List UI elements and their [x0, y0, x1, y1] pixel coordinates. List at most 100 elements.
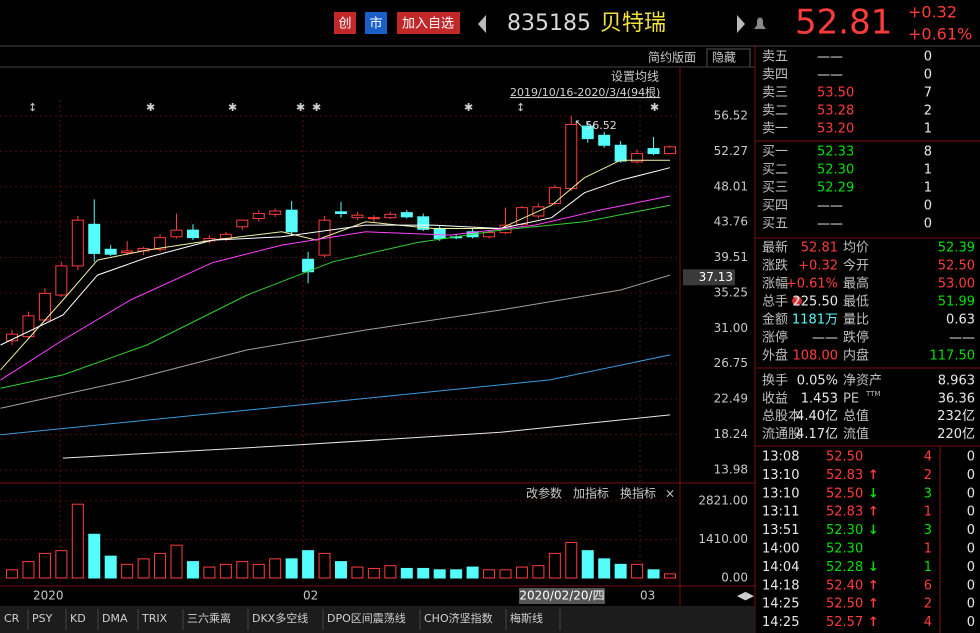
- stat-label: 最新: [762, 240, 788, 256]
- volume-bar: [71, 503, 84, 579]
- tab[interactable]: PSY: [32, 612, 53, 625]
- volume-bar: [565, 541, 578, 579]
- moving-average: [0, 354, 671, 436]
- candle-body: [335, 211, 347, 214]
- volume-bar: [384, 565, 397, 579]
- trade-price: 52.28: [826, 560, 863, 575]
- volume-tool[interactable]: ×: [665, 487, 675, 501]
- tab[interactable]: KD: [70, 612, 86, 625]
- candle-body: [433, 228, 446, 239]
- candle-body: [154, 237, 167, 250]
- x-label: 2020/02/20/四: [519, 589, 604, 603]
- trade-time: 13:08: [762, 450, 799, 465]
- candle-body: [647, 148, 660, 155]
- candle-body: [236, 219, 249, 228]
- trade-volume: 1: [924, 560, 932, 575]
- tab[interactable]: DPO区间震荡线: [327, 611, 406, 625]
- trade-flag: 0: [967, 468, 975, 483]
- trade-flag: 0: [967, 560, 975, 575]
- tab[interactable]: CHO济坚指数: [424, 611, 493, 625]
- candle-body: [170, 229, 183, 238]
- trade-arrow: ↑: [868, 505, 879, 520]
- book-price: 52.29: [817, 181, 854, 196]
- stat-label: 今开: [843, 258, 869, 274]
- stat-value: ——: [949, 331, 975, 346]
- candle-body: [22, 315, 35, 338]
- volume-tick-label: 0.00: [721, 571, 748, 585]
- volume-bar: [631, 563, 644, 579]
- tab[interactable]: 三六乘离: [187, 611, 231, 625]
- prev-arrow[interactable]: [478, 15, 486, 33]
- candle-body: [664, 146, 676, 155]
- y-tick-label: 31.00: [714, 321, 748, 335]
- book-price: 53.28: [817, 104, 854, 119]
- stat-label: 涨跌: [762, 258, 788, 274]
- tab[interactable]: 梅斯线: [510, 611, 543, 625]
- trade-flag: 0: [967, 597, 975, 612]
- volume-bar: [548, 552, 561, 579]
- volume-bar: [104, 555, 117, 579]
- fund-label: 流通股: [762, 427, 801, 442]
- stat-value: 225.50: [793, 295, 839, 310]
- trade-arrow: ↑: [868, 578, 879, 593]
- tab[interactable]: TRIX: [141, 612, 168, 625]
- y-tick-label: 56.52: [714, 108, 748, 122]
- volume-toolbar: 改参数 加指标 换指标 ×: [526, 486, 675, 501]
- volume-bar: [55, 550, 68, 579]
- trade-price: 52.57: [826, 615, 863, 630]
- volume-tool[interactable]: 加指标: [573, 486, 609, 501]
- y-tick-label: 13.98: [714, 462, 748, 476]
- add-watch-button[interactable]: [397, 12, 460, 34]
- candle-body: [417, 216, 430, 230]
- hide-button[interactable]: 隐藏: [712, 51, 736, 65]
- add-watch-text: 加入自选: [402, 17, 454, 32]
- book-volume: 0: [924, 50, 932, 65]
- scroll-arrows[interactable]: ◀▶: [737, 589, 754, 602]
- tab-bar: [0, 606, 755, 633]
- tab[interactable]: DKX多空线: [252, 611, 308, 625]
- stat-value: +0.32: [798, 259, 838, 274]
- badge-text: 市: [369, 16, 382, 32]
- marker: ✱: [312, 101, 321, 114]
- stat-label: 最高: [843, 276, 869, 292]
- book-volume: 7: [924, 86, 932, 101]
- ma-settings[interactable]: 设置均线: [611, 70, 659, 84]
- volume-tool[interactable]: 改参数: [526, 486, 562, 501]
- trade-flag: 0: [967, 486, 975, 501]
- marker: ✱: [146, 101, 155, 114]
- stat-value: 53.00: [938, 277, 975, 292]
- badge[interactable]: [365, 12, 387, 34]
- fund-label: 收益: [762, 391, 788, 406]
- volume-bar: [38, 552, 51, 579]
- tab[interactable]: CR: [4, 612, 20, 625]
- date-highlight: [519, 588, 605, 604]
- candle-body: [6, 333, 18, 342]
- badge[interactable]: [334, 12, 356, 34]
- trade-time: 14:18: [762, 578, 799, 593]
- volume-bar: [581, 550, 594, 579]
- trade-arrow: ↓: [868, 486, 879, 501]
- price-change-pct: +0.61%: [908, 25, 972, 44]
- crosshair-box: [683, 269, 735, 286]
- volume-bar: [22, 561, 35, 579]
- stat-value: 52.50: [938, 259, 975, 274]
- volume-bar: [137, 558, 150, 579]
- book-volume: 0: [924, 217, 932, 232]
- tab[interactable]: DMA: [102, 612, 128, 625]
- trade-flag: 0: [967, 523, 975, 538]
- stat-value: +0.61%: [786, 277, 838, 292]
- trade-flag: 0: [967, 450, 975, 465]
- fund-label: 净资产: [843, 374, 882, 389]
- candle-body: [614, 144, 627, 162]
- candle-body: [55, 265, 68, 296]
- volume-tool[interactable]: 换指标: [620, 486, 656, 501]
- volume-tick-label: 2821.00: [698, 493, 748, 507]
- fund-value: 220亿: [937, 427, 975, 442]
- help-icon[interactable]: [792, 296, 802, 306]
- volume-bar: [647, 569, 660, 579]
- next-arrow[interactable]: [737, 15, 745, 33]
- moving-average: [0, 274, 671, 409]
- bell-icon[interactable]: [754, 17, 766, 30]
- layout-button[interactable]: 简约版面: [648, 50, 696, 65]
- stat-label: 最低: [843, 295, 869, 310]
